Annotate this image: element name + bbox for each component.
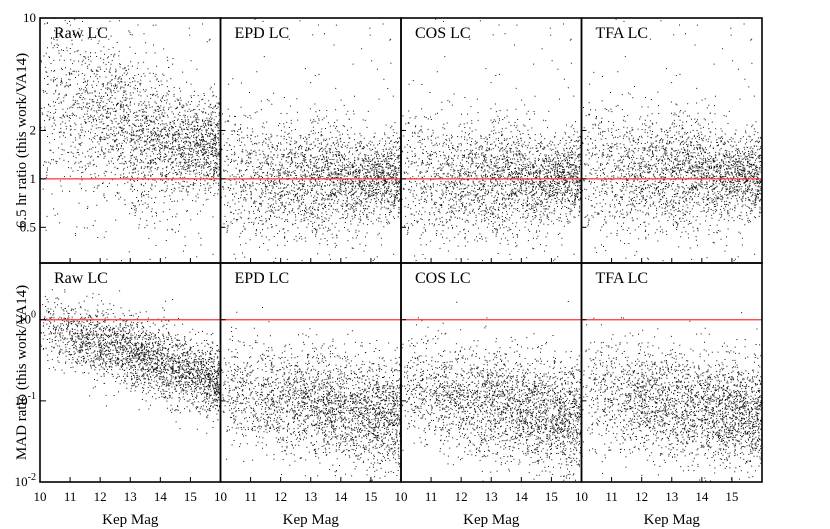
point-cloud-bottom-2 (401, 301, 582, 482)
x-tick-label-2-0: 10 (395, 489, 408, 504)
y-tick-label-top-2: 1 (30, 171, 37, 186)
scatter-points-top-2 (401, 18, 582, 263)
scatter-points-layer (40, 18, 762, 482)
point-cloud-bottom-3 (581, 312, 762, 482)
panel-label-bottom-3: TFA LC (596, 270, 649, 287)
x-tick-label-0-4: 14 (154, 489, 168, 504)
scatter-points-bottom-2 (401, 301, 582, 482)
x-tick-label-0-3: 13 (124, 489, 137, 504)
point-cloud-top-2 (401, 18, 582, 263)
panel-label-top-2: COS LC (415, 25, 471, 42)
panel-frame-top-1 (219, 17, 402, 264)
x-tick-label-2-1: 11 (425, 489, 438, 504)
scatter-points-bottom-1 (221, 307, 401, 482)
x-tick-label-3-5: 15 (725, 489, 738, 504)
x-tick-label-2-3: 13 (485, 489, 498, 504)
scatter-points-top-1 (221, 18, 401, 263)
panel-label-bottom-1: EPD LC (235, 270, 290, 287)
panel-label-bottom-2: COS LC (415, 270, 471, 287)
point-cloud-top-3 (582, 18, 762, 262)
x-tick-label-0-5: 15 (184, 489, 197, 504)
y-tick-exponent-bottom-0: 0 (31, 310, 36, 321)
panel-label-top-3: TFA LC (596, 25, 649, 42)
x-axis-title-2: Kep Mag (463, 512, 520, 528)
x-tick-label-3-0: 10 (575, 489, 588, 504)
x-tick-label-0-2: 12 (94, 489, 107, 504)
x-tick-label-2-4: 14 (515, 489, 529, 504)
x-tick-label-2-2: 12 (455, 489, 468, 504)
y-tick-label-bottom-2: 10-2 (15, 472, 36, 489)
x-tick-label-3-3: 13 (665, 489, 678, 504)
scatter-points-bottom-3 (581, 312, 762, 482)
y-axis-title-bottom: MAD ratio (this work/VA14) (14, 285, 30, 460)
x-tick-label-1-3: 13 (304, 489, 317, 504)
panel-frames-layer (39, 17, 763, 483)
panel-frame-bottom-1 (219, 262, 402, 483)
panel-frame-top-0 (39, 17, 222, 264)
x-axis-title-3: Kep Mag (644, 512, 701, 528)
panel-frame-top-3 (580, 17, 763, 264)
point-cloud-bottom-0 (40, 289, 221, 434)
scatter-points-bottom-0 (40, 289, 221, 434)
y-tick-exponent-bottom-2: -2 (28, 472, 36, 483)
x-tick-label-3-2: 12 (635, 489, 648, 504)
x-tick-label-1-4: 14 (334, 489, 348, 504)
x-tick-label-0-0: 10 (34, 489, 47, 504)
x-tick-label-3-4: 14 (695, 489, 709, 504)
x-tick-label-1-2: 12 (274, 489, 287, 504)
y-axis-title-top: 6.5 hr ratio (this work/VA14) (14, 53, 30, 228)
y-tick-label-top-1: 2 (30, 122, 37, 137)
panel-frame-top-2 (400, 17, 583, 264)
x-axis-title-1: Kep Mag (283, 512, 340, 528)
panel-label-top-0: Raw LC (54, 25, 108, 42)
ticks-layer (39, 17, 733, 483)
y-tick-exponent-bottom-1: -1 (28, 391, 36, 402)
panel-label-top-1: EPD LC (235, 25, 290, 42)
x-tick-label-3-1: 11 (605, 489, 618, 504)
panel-label-bottom-0: Raw LC (54, 270, 108, 287)
x-axis-title-0: Kep Mag (102, 512, 159, 528)
y-tick-label-top-3: 0.5 (20, 219, 36, 234)
x-tick-label-0-1: 11 (64, 489, 77, 504)
y-tick-label-top-0: 10 (23, 10, 36, 25)
x-tick-label-1-5: 15 (364, 489, 377, 504)
x-tick-label-2-5: 15 (545, 489, 558, 504)
point-cloud-top-1 (221, 18, 401, 263)
x-tick-label-1-1: 11 (244, 489, 257, 504)
x-tick-label-1-0: 10 (214, 489, 227, 504)
scatter-points-top-3 (582, 18, 762, 262)
point-cloud-bottom-1 (221, 307, 401, 482)
